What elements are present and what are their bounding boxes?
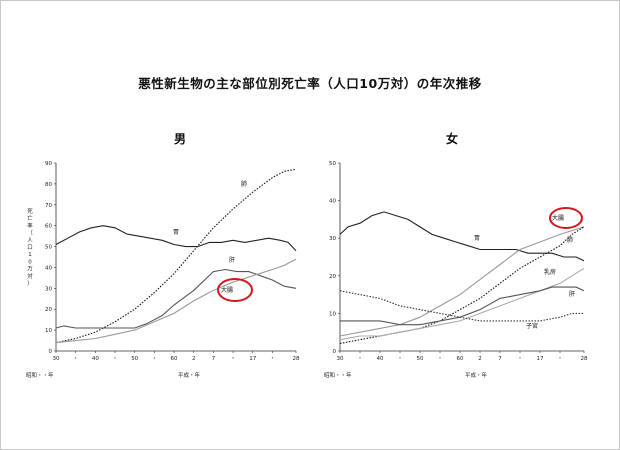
male-era-label-heisei: 平成・年 bbox=[178, 371, 201, 379]
male-chart-title: 男 bbox=[174, 132, 187, 146]
male-series-line-0 bbox=[55, 168, 297, 344]
female-series-line-5 bbox=[339, 290, 584, 322]
male-x-tick-label: ・ bbox=[73, 356, 79, 362]
male-x-tick-label: 17 bbox=[249, 356, 256, 362]
male-x-tick-label: ・ bbox=[152, 356, 158, 362]
female-series-line-2 bbox=[339, 226, 585, 345]
female-chart-title: 女 bbox=[446, 132, 459, 146]
male-x-tick-label: ・ bbox=[230, 356, 236, 362]
female-y-tick-label: 20 bbox=[329, 274, 336, 280]
female-series-line-4 bbox=[340, 286, 585, 326]
male-x-tick-label: 40 bbox=[92, 356, 99, 362]
female-series-label-0: 胃 bbox=[474, 235, 480, 242]
female-x-tick-label: 50 bbox=[417, 356, 424, 362]
female-y-tick-label: 0 bbox=[333, 349, 337, 355]
female-x-tick-label: ・ bbox=[517, 356, 523, 362]
female-x-tick-label: 17 bbox=[537, 356, 544, 362]
male-x-tick-label: 7 bbox=[212, 356, 216, 362]
female-y-tick-label: 40 bbox=[329, 199, 336, 205]
male-x-tick-label: 50 bbox=[131, 356, 138, 362]
male-y-tick-label: 60 bbox=[45, 224, 52, 230]
female-highlight-ellipse bbox=[549, 207, 583, 229]
male-y-tick-label: 50 bbox=[45, 245, 52, 251]
male-x-tick-label: 2 bbox=[192, 356, 196, 362]
female-y-tick-label: 50 bbox=[329, 161, 336, 167]
female-x-tick-label: 2 bbox=[478, 356, 482, 362]
male-y-tick-label: 30 bbox=[45, 286, 52, 292]
male-y-tick-label: 10 bbox=[45, 328, 52, 334]
female-series-label-1: 大腸 bbox=[552, 214, 564, 222]
male-series-line-3 bbox=[55, 258, 297, 344]
female-x-tick-label: ・ bbox=[397, 356, 403, 362]
male-series-line-1 bbox=[55, 225, 297, 252]
male-era-label-showa: 昭和・・年 bbox=[26, 371, 54, 379]
male-x-tick-label: 60 bbox=[171, 356, 178, 362]
female-x-tick-label: 7 bbox=[498, 356, 502, 362]
male-series-line-2 bbox=[55, 268, 297, 329]
female-x-tick-label: ・ bbox=[557, 356, 563, 362]
male-x-tick-label: 30 bbox=[53, 356, 60, 362]
female-era-label-heisei: 平成・年 bbox=[465, 371, 488, 379]
female-series-label-5: 子宮 bbox=[526, 322, 538, 330]
male-x-tick-label: 28 bbox=[293, 356, 300, 362]
female-series-label-3: 乳房 bbox=[544, 268, 556, 276]
male-series-label-3: 大腸 bbox=[221, 286, 233, 294]
male-x-tick-label: ・ bbox=[112, 356, 118, 362]
male-y-axis-label: 死亡率（人口 1 0 万対） bbox=[27, 208, 33, 287]
male-y-tick-label: 70 bbox=[45, 203, 52, 209]
female-y-tick-label: 10 bbox=[329, 311, 336, 317]
female-series-line-3 bbox=[339, 267, 585, 341]
male-y-tick-label: 20 bbox=[45, 307, 52, 313]
male-y-tick-label: 40 bbox=[45, 265, 52, 271]
female-y-tick-label: 30 bbox=[329, 236, 336, 242]
male-y-tick-label: 80 bbox=[45, 182, 52, 188]
male-x-tick-label: ・ bbox=[270, 356, 276, 362]
figure-title: 悪性新生物の主な部位別死亡率（人口10万対）の年次推移 bbox=[138, 76, 482, 91]
male-highlight-ellipse bbox=[217, 278, 253, 302]
female-era-label-showa: 昭和・・年 bbox=[324, 371, 352, 379]
male-y-tick-label: 90 bbox=[45, 161, 52, 167]
female-x-tick-label: 60 bbox=[457, 356, 464, 362]
female-series-label-2: 肺 bbox=[567, 237, 573, 244]
female-series-line-1 bbox=[339, 226, 585, 337]
female-x-tick-label: ・ bbox=[437, 356, 443, 362]
female-x-tick-label: 30 bbox=[337, 356, 344, 362]
male-series-label-2: 肝 bbox=[229, 257, 235, 264]
female-series-label-4: 肝 bbox=[569, 291, 575, 298]
female-x-tick-label: 28 bbox=[581, 356, 588, 362]
female-x-tick-label: 40 bbox=[377, 356, 384, 362]
male-series-label-0: 肺 bbox=[241, 181, 247, 188]
female-x-tick-label: ・ bbox=[357, 356, 363, 362]
male-series-label-1: 胃 bbox=[173, 229, 179, 236]
female-series-line-0 bbox=[339, 211, 585, 262]
male-y-tick-label: 0 bbox=[49, 349, 53, 355]
